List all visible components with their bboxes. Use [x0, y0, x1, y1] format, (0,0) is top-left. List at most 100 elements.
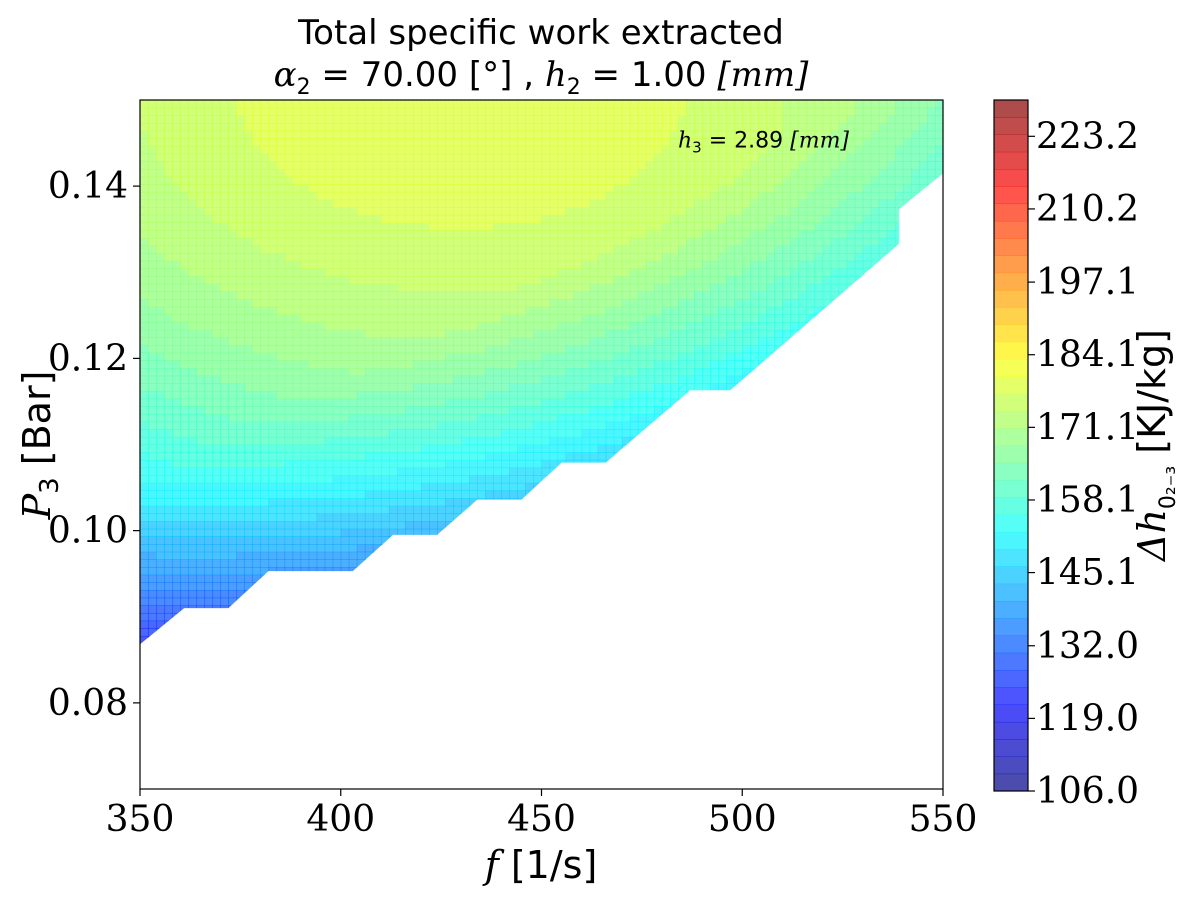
contour-cell: [220, 145, 229, 155]
contour-cell: [541, 436, 551, 446]
contour-cell: [364, 482, 374, 492]
contour-cell: [445, 490, 454, 499]
contour-cell: [413, 322, 422, 331]
contour-cell: [188, 482, 197, 492]
contour-cell: [140, 452, 149, 461]
contour-cell: [188, 475, 197, 484]
contour-cell: [421, 498, 430, 507]
contour-cell: [356, 107, 366, 116]
contour-cell: [252, 130, 262, 139]
contour-cell: [372, 222, 382, 231]
contour-cell: [188, 452, 197, 461]
contour-cell: [477, 329, 486, 338]
contour-cell: [388, 191, 398, 201]
contour-cell: [356, 168, 366, 178]
contour-cell: [549, 429, 559, 438]
contour-cell: [164, 605, 173, 614]
contour-cell: [228, 352, 237, 361]
contour-cell: [244, 452, 254, 461]
contour-cell: [276, 191, 286, 201]
contour-cell: [477, 490, 486, 499]
contour-cell: [260, 498, 270, 507]
contour-cell: [509, 214, 519, 224]
contour-cell: [204, 566, 213, 576]
contour-cell: [461, 283, 470, 292]
contour-cell: [196, 161, 205, 170]
contour-cell: [565, 138, 575, 147]
contour-cell: [276, 199, 286, 208]
contour-cell: [453, 306, 462, 315]
contour-cell: [140, 145, 149, 155]
contour-cell: [380, 390, 390, 400]
contour-cell: [517, 337, 527, 346]
contour-cell: [252, 153, 262, 162]
contour-cell: [380, 367, 390, 377]
contour-cell: [148, 367, 157, 377]
contour-cell: [396, 429, 406, 438]
contour-cell: [348, 436, 358, 446]
contour-cell: [421, 214, 430, 224]
contour-cell: [453, 222, 462, 231]
contour-cell: [453, 245, 462, 254]
contour-cell: [573, 421, 583, 430]
contour-cell: [573, 352, 583, 361]
contour-cell: [372, 383, 382, 392]
contour-cell: [356, 360, 366, 369]
contour-cell: [140, 322, 149, 331]
contour-cell: [477, 322, 486, 331]
contour-cell: [557, 214, 567, 224]
contour-cell: [356, 421, 366, 430]
contour-cell: [292, 413, 302, 423]
contour-cell: [501, 452, 510, 461]
contour-cell: [140, 268, 149, 277]
contour-cell: [413, 168, 422, 178]
contour-cell: [252, 207, 262, 216]
contour-cell: [348, 100, 358, 109]
contour-cell: [469, 207, 478, 216]
contour-cell: [316, 138, 326, 147]
contour-cell: [260, 360, 270, 369]
contour-cell: [509, 115, 519, 124]
contour-cell: [557, 383, 567, 392]
contour-cell: [140, 329, 149, 338]
contour-cell: [356, 383, 366, 392]
contour-cell: [268, 245, 278, 254]
contour-cell: [236, 390, 245, 400]
contour-cell: [429, 429, 438, 438]
contour-cell: [196, 184, 205, 193]
contour-cell: [485, 115, 494, 124]
contour-cell: [308, 237, 318, 247]
contour-cell: [557, 245, 567, 254]
contour-cell: [517, 184, 527, 193]
contour-cell: [188, 161, 197, 170]
contour-cell: [292, 383, 302, 392]
contour-cell: [413, 276, 422, 285]
contour-cell: [388, 100, 398, 109]
contour-cell: [348, 245, 358, 254]
contour-cell: [453, 490, 462, 499]
contour-cell: [156, 597, 165, 606]
contour-cell: [204, 528, 213, 537]
contour-cell: [509, 138, 519, 147]
contour-cell: [204, 551, 213, 560]
contour-cell: [396, 521, 406, 530]
contour-cell: [164, 566, 173, 576]
contour-cell: [453, 184, 462, 193]
contour-cell: [469, 329, 478, 338]
contour-cell: [252, 199, 262, 208]
contour-cell: [196, 521, 205, 530]
contour-cell: [421, 253, 430, 262]
contour-cell: [164, 329, 173, 338]
contour-cell: [148, 612, 157, 622]
contour-cell: [236, 138, 245, 147]
contour-cell: [461, 199, 470, 208]
contour-cell: [429, 367, 438, 377]
contour-cell: [268, 306, 278, 315]
contour-cell: [236, 475, 245, 484]
contour-cell: [477, 360, 486, 369]
contour-cell: [380, 528, 390, 537]
contour-cell: [164, 168, 173, 178]
contour-cell: [300, 513, 310, 522]
contour-cell: [477, 482, 486, 492]
contour-cell: [565, 145, 575, 155]
